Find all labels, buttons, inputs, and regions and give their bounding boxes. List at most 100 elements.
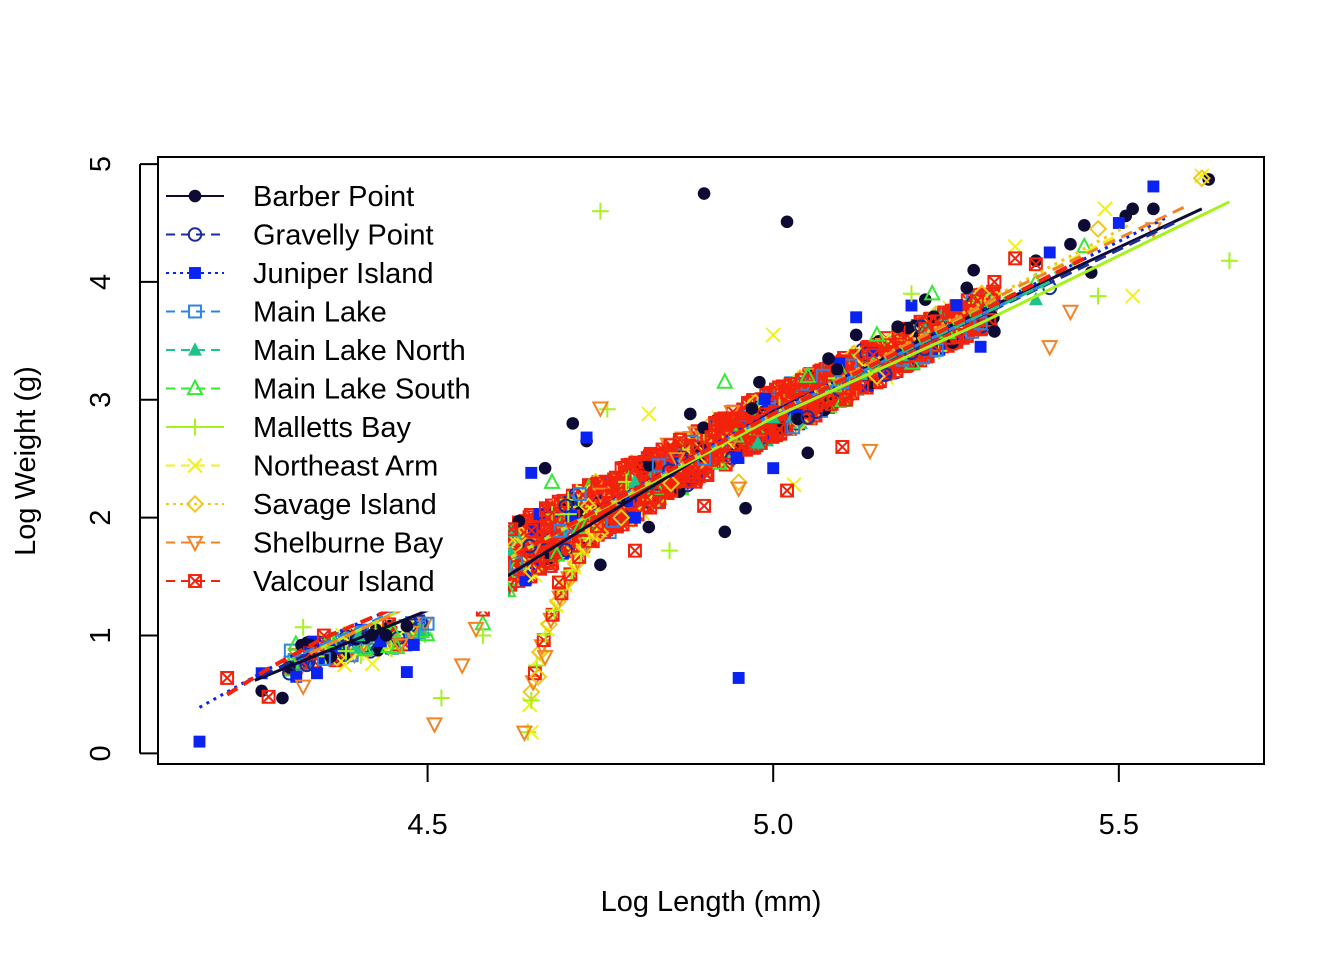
legend-label: Main Lake North — [253, 335, 466, 367]
data-point — [697, 187, 711, 200]
data-point — [565, 509, 578, 522]
data-point — [1088, 219, 1108, 239]
data-point — [800, 410, 816, 425]
x-tick-label: 4.5 — [407, 809, 447, 841]
data-point — [704, 430, 719, 445]
data-point — [680, 476, 692, 489]
data-point — [1147, 202, 1160, 216]
data-point — [967, 263, 980, 277]
data-point — [522, 691, 540, 709]
legend-item: Valcour Island — [166, 566, 435, 598]
legend-label: Gravelly Point — [253, 220, 434, 252]
y-tick-label: 0 — [85, 745, 117, 761]
data-point — [559, 505, 577, 523]
fit-line-0 — [254, 207, 1203, 682]
data-point — [974, 340, 987, 353]
data-point — [531, 642, 550, 662]
data-point — [730, 451, 743, 464]
data-point — [1028, 291, 1043, 306]
data-point — [780, 483, 794, 498]
data-point — [661, 474, 681, 493]
legend-marker — [185, 494, 205, 514]
data-point — [558, 542, 574, 558]
data-point — [1126, 202, 1139, 216]
data-point — [290, 670, 303, 683]
data-point — [988, 325, 1001, 338]
data-point — [729, 473, 748, 492]
data-point — [822, 352, 835, 365]
data-point — [830, 363, 844, 376]
data-point — [592, 202, 609, 220]
data-point — [536, 650, 554, 667]
legend-item: Shelburne Bay — [166, 528, 444, 560]
y-tick-label: 5 — [85, 156, 117, 172]
data-point — [530, 560, 545, 575]
data-point — [276, 691, 289, 705]
data-point — [861, 443, 879, 461]
data-point — [629, 511, 641, 524]
data-point — [467, 621, 485, 639]
legend-item: Savage Island — [166, 489, 437, 521]
data-point — [781, 388, 796, 403]
data-point — [772, 422, 787, 437]
data-point — [612, 508, 631, 527]
data-point — [311, 667, 323, 680]
data-point — [391, 638, 409, 655]
series-points-9 — [294, 222, 1163, 743]
legend-label: Main Lake — [253, 297, 387, 329]
data-point — [519, 574, 532, 587]
data-point — [1097, 201, 1113, 217]
data-point — [723, 411, 738, 426]
legend-marker — [186, 535, 204, 553]
legend-label: Juniper Island — [253, 258, 434, 290]
data-point — [663, 438, 678, 453]
data-point — [374, 635, 387, 648]
data-point — [849, 328, 863, 342]
data-point — [220, 671, 235, 685]
data-point — [1147, 180, 1160, 193]
data-point — [668, 452, 686, 469]
data-point — [294, 618, 312, 636]
legend-label: Shelburne Bay — [253, 528, 444, 560]
data-point — [566, 417, 580, 430]
series-points-8 — [529, 169, 1211, 686]
data-point — [505, 536, 525, 555]
legend-marker — [186, 418, 204, 436]
data-point — [1064, 237, 1077, 251]
data-point — [400, 619, 414, 633]
data-point — [683, 407, 697, 421]
data-point — [1043, 246, 1056, 259]
legend-item: Juniper Island — [166, 258, 434, 290]
legend-marker — [187, 457, 203, 474]
legend-item: Main Lake — [166, 297, 387, 329]
data-point — [1061, 304, 1080, 322]
data-point — [433, 689, 450, 707]
data-point — [835, 439, 850, 454]
data-point — [950, 299, 963, 312]
legend-item: Barber Point — [166, 181, 414, 213]
data-point — [923, 283, 941, 301]
legend-marker — [189, 267, 201, 279]
legend-marker — [188, 574, 202, 588]
data-point — [591, 487, 610, 505]
data-point — [1124, 288, 1141, 304]
data-point — [739, 501, 752, 515]
fit-line-10 — [226, 256, 1086, 697]
y-tick-label: 4 — [85, 274, 117, 290]
data-point — [745, 402, 759, 415]
data-point — [879, 368, 891, 381]
data-point — [572, 487, 587, 502]
data-point — [1077, 219, 1091, 232]
data-point — [753, 375, 766, 389]
data-point — [261, 689, 276, 704]
legend-label: Northeast Arm — [253, 451, 438, 483]
data-point — [364, 656, 380, 672]
data-point — [453, 658, 471, 675]
data-point — [1112, 217, 1125, 229]
data-point — [697, 498, 712, 513]
data-point — [628, 543, 642, 558]
legend-marker — [186, 378, 204, 396]
legend-marker — [188, 304, 202, 319]
data-point — [580, 431, 593, 444]
data-point — [767, 462, 780, 475]
